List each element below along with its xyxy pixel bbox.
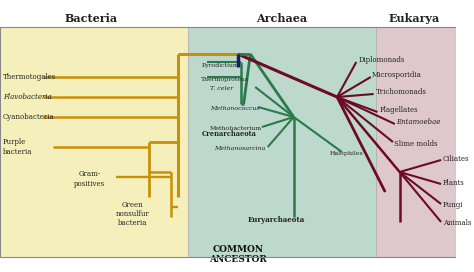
Text: Cyanobacteria: Cyanobacteria xyxy=(3,113,55,121)
Text: Flavobacteria: Flavobacteria xyxy=(3,93,52,101)
Text: Entamoebae: Entamoebae xyxy=(396,118,440,126)
Text: Gram-
positives: Gram- positives xyxy=(74,170,105,188)
Text: Thermotogales: Thermotogales xyxy=(3,73,56,81)
Text: COMMON
ANCESTOR: COMMON ANCESTOR xyxy=(209,245,267,264)
Text: Methobacterium: Methobacterium xyxy=(210,126,262,131)
Text: Flagellates: Flagellates xyxy=(379,106,418,114)
Text: Eukarya: Eukarya xyxy=(389,13,440,24)
Text: Animals: Animals xyxy=(443,219,471,227)
Text: Slime molds: Slime molds xyxy=(394,140,438,148)
Text: Ciliates: Ciliates xyxy=(443,155,469,163)
Text: T. celer: T. celer xyxy=(210,86,233,91)
Text: Purple
bacteria: Purple bacteria xyxy=(3,138,32,156)
Text: Methanosarcina: Methanosarcina xyxy=(214,147,265,152)
Text: Fungi: Fungi xyxy=(443,201,464,209)
Text: Euryarchaeota: Euryarchaeota xyxy=(248,216,305,224)
Text: Halophiles: Halophiles xyxy=(329,152,363,156)
Text: Archaea: Archaea xyxy=(255,13,307,24)
Polygon shape xyxy=(0,27,202,257)
Text: Green
nonsulfur
bacteria: Green nonsulfur bacteria xyxy=(116,201,150,227)
Polygon shape xyxy=(371,27,456,257)
Text: Microsporidia: Microsporidia xyxy=(372,71,421,79)
Text: Crenarchaeota: Crenarchaeota xyxy=(201,130,256,138)
Text: Trichomonads: Trichomonads xyxy=(375,88,427,96)
Text: Diplomonads: Diplomonads xyxy=(358,56,405,64)
Text: Thermoproteus: Thermoproteus xyxy=(201,76,249,82)
Text: Pyrodictium: Pyrodictium xyxy=(201,63,239,67)
Text: Methanococcus: Methanococcus xyxy=(210,107,260,112)
Polygon shape xyxy=(188,27,375,257)
Text: Plants: Plants xyxy=(443,179,465,187)
Text: Bacteria: Bacteria xyxy=(65,13,118,24)
